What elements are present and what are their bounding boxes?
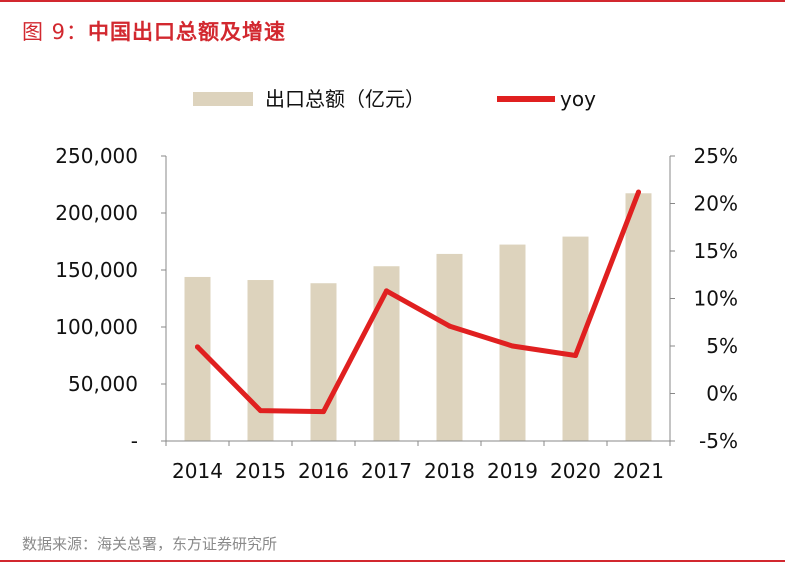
legend-bar-swatch <box>193 92 253 106</box>
right-tick-label: 5% <box>706 334 738 358</box>
bar-2018 <box>436 253 463 441</box>
right-tick-label: 25% <box>694 144 738 168</box>
top-rule <box>0 0 785 2</box>
yoy-point-2015 <box>258 408 263 414</box>
yoy-point-2016 <box>321 409 326 415</box>
x-tick-label-2014: 2014 <box>172 459 223 483</box>
source-note: 数据来源：海关总署，东方证券研究所 <box>22 535 278 553</box>
right-tick-label: 20% <box>694 192 738 216</box>
figure-number: 图 9： <box>22 20 89 44</box>
legend-line-label: yoy <box>560 87 596 111</box>
x-tick-label-2015: 2015 <box>235 459 286 483</box>
right-tick-label: 0% <box>706 382 738 406</box>
left-tick-label: 100,000 <box>55 315 138 339</box>
x-tick-label-2017: 2017 <box>361 459 412 483</box>
yoy-line <box>195 189 641 415</box>
axes <box>161 155 675 446</box>
yoy-point-2018 <box>447 323 452 329</box>
bar-2016 <box>310 283 337 441</box>
figure-title: 图 9：中国出口总额及增速 <box>22 16 286 46</box>
bottom-rule <box>0 560 785 562</box>
x-tick-label-2021: 2021 <box>613 459 664 483</box>
yoy-series <box>195 189 641 415</box>
x-axis-tick-labels: 2014 2015 2016 2017 2018 2019 2020 2021 <box>172 459 664 483</box>
yoy-point-2017 <box>384 288 389 294</box>
figure-title-text: 中国出口总额及增速 <box>88 20 287 44</box>
x-tick-label-2016: 2016 <box>298 459 349 483</box>
left-tick-label: - <box>131 429 138 453</box>
right-axis-tick-labels: -5% 0% 5% 10% 15% 20% 25% <box>694 144 738 453</box>
x-tick-label-2018: 2018 <box>424 459 475 483</box>
yoy-point-2020 <box>573 353 578 358</box>
right-tick-label: 10% <box>694 287 738 311</box>
left-tick-label: 200,000 <box>55 201 138 225</box>
bar-2021 <box>625 193 652 441</box>
left-tick-label: 250,000 <box>55 144 138 168</box>
x-tick-label-2020: 2020 <box>550 459 601 483</box>
x-tick-label-2019: 2019 <box>487 459 538 483</box>
yoy-point-2021 <box>636 189 641 195</box>
left-axis-tick-labels: - 50,000 100,000 150,000 200,000 250,000 <box>55 144 138 453</box>
legend-bar-label: 出口总额（亿元） <box>265 87 425 111</box>
left-tick-label: 50,000 <box>68 372 138 396</box>
yoy-point-2019 <box>510 343 515 349</box>
left-tick-label: 150,000 <box>55 258 138 282</box>
bar-2015 <box>247 280 274 441</box>
right-tick-label: -5% <box>699 429 738 453</box>
right-tick-label: 15% <box>694 239 738 263</box>
yoy-point-2014 <box>195 344 200 350</box>
legend: 出口总额（亿元） yoy <box>193 87 596 111</box>
